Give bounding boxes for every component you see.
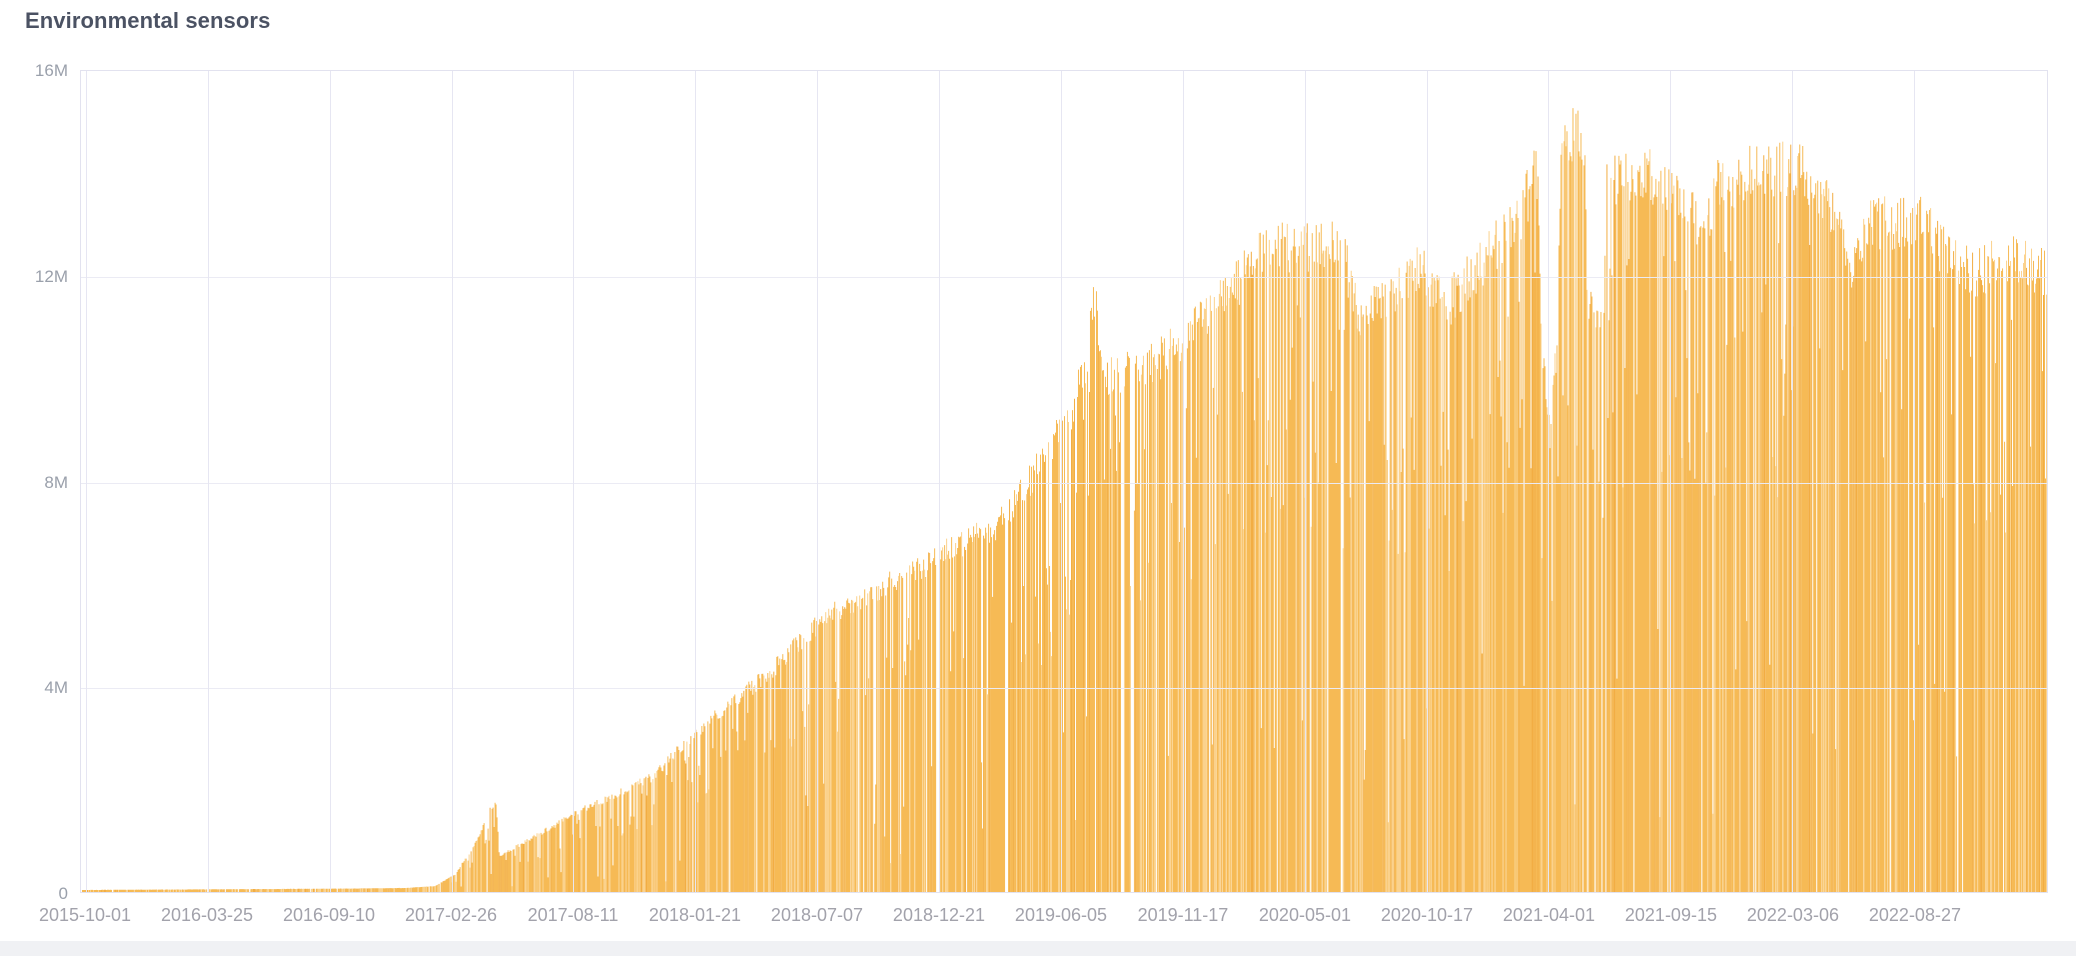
bars-canvas bbox=[81, 108, 2047, 892]
x-tick-label: 2017-08-11 bbox=[527, 905, 619, 925]
plot-area[interactable] bbox=[80, 70, 2048, 893]
x-tick-label: 2020-10-17 bbox=[1380, 905, 1473, 925]
bar-series-dark bbox=[86, 144, 2045, 892]
x-tick-label: 2018-01-21 bbox=[648, 905, 742, 925]
x-tick-label: 2021-09-15 bbox=[1624, 905, 1717, 925]
y-tick-label: 16M bbox=[34, 61, 68, 80]
x-tick-label: 2016-09-10 bbox=[282, 905, 376, 925]
x-tick-label: 2019-11-17 bbox=[1137, 905, 1229, 925]
x-tick-label: 2022-08-27 bbox=[1868, 905, 1961, 925]
x-tick-label: 2018-12-21 bbox=[892, 905, 986, 925]
y-tick-label: 12M bbox=[34, 266, 68, 286]
x-tick-label: 2016-03-25 bbox=[160, 905, 254, 925]
x-tick-label: 2021-04-01 bbox=[1502, 905, 1595, 925]
x-tick-label: 2019-06-05 bbox=[1014, 905, 1108, 925]
bar-series-light bbox=[87, 140, 2047, 892]
bar-series-base bbox=[81, 108, 2047, 892]
y-tick-label: 4M bbox=[44, 678, 68, 698]
x-tick-label: 2020-05-01 bbox=[1258, 905, 1351, 925]
y-tick-label: 8M bbox=[44, 472, 68, 492]
x-tick-label: 2022-03-06 bbox=[1746, 905, 1839, 925]
footer-strip bbox=[0, 941, 2076, 956]
y-tick-label: 0 bbox=[58, 884, 68, 903]
x-tick-label: 2017-02-26 bbox=[404, 905, 498, 925]
x-tick-label: 2015-10-01 bbox=[38, 905, 132, 925]
chart-title: Environmental sensors bbox=[25, 8, 271, 33]
x-tick-label: 2018-07-07 bbox=[770, 905, 864, 925]
